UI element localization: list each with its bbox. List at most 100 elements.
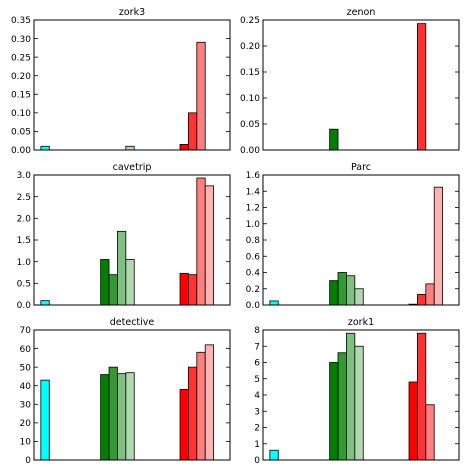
y-tick-label: 0.10 — [11, 109, 31, 119]
bar-red-1 — [188, 112, 198, 151]
y-tick-label: 0.2 — [246, 285, 260, 295]
y-tick-label: 3.0 — [17, 171, 32, 181]
bar-green-1 — [337, 272, 347, 306]
y-tick-label: 0.30 — [11, 35, 31, 45]
chart-panel-cavetrip: 0.0 0.5 1.0 1.5 2.0 2.5 3.0 cavetrip — [17, 162, 231, 311]
bar-red-0 — [408, 381, 418, 461]
bar-green-3 — [125, 145, 135, 151]
y-tick-label: 5 — [254, 375, 260, 385]
chart-panel-zenon: 0.00 0.05 0.10 0.15 0.20 0.25 zenon — [240, 7, 460, 156]
bar-cyan-0 — [269, 449, 279, 461]
bar-red-2 — [196, 351, 206, 461]
bar-green-1 — [108, 274, 118, 306]
y-tick-label: 7 — [254, 342, 260, 352]
bar-green-3 — [125, 372, 135, 461]
bar-red-2 — [196, 41, 206, 151]
y-tick-label: 0.15 — [11, 90, 31, 100]
bar-red-1 — [188, 274, 198, 306]
bar-cyan-0 — [269, 300, 279, 306]
y-tick-label: 30 — [20, 400, 32, 410]
bar-red-3 — [204, 344, 215, 461]
y-tick-label: 0 — [254, 456, 260, 466]
bar-red-2 — [196, 177, 206, 306]
bar-cyan-0 — [40, 379, 50, 461]
bar-red-1 — [417, 23, 427, 151]
y-tick-label: 4 — [254, 391, 260, 401]
y-tick-label: 1.0 — [17, 258, 32, 268]
bar-cyan-0 — [40, 300, 50, 306]
bar-red-0 — [179, 389, 189, 461]
y-tick-label: 70 — [20, 326, 32, 336]
bar-green-0 — [100, 259, 110, 306]
chart-panel-detective: 0 10 20 30 40 50 60 70 detective — [20, 317, 231, 466]
y-tick-label: 60 — [20, 345, 32, 355]
bar-green-1 — [108, 366, 118, 461]
y-tick-label: 0.05 — [240, 120, 260, 130]
y-tick-label: 0.20 — [240, 42, 260, 52]
chart-title: zork3 — [119, 7, 145, 18]
bar-green-2 — [117, 373, 127, 461]
y-tick-label: 0.10 — [240, 94, 260, 104]
y-tick-label: 1.6 — [246, 171, 261, 181]
y-tick-label: 1.0 — [246, 220, 261, 230]
bar-red-2 — [425, 283, 435, 306]
y-tick-label: 0.35 — [11, 16, 31, 26]
y-tick-label: 0.5 — [17, 280, 31, 290]
y-tick-label: 2.5 — [17, 193, 31, 203]
bar-red-1 — [417, 332, 427, 461]
y-tick-label: 0.0 — [17, 301, 32, 311]
bar-green-2 — [117, 230, 127, 306]
y-tick-label: 6 — [254, 359, 260, 369]
y-tick-label: 0.0 — [246, 301, 261, 311]
bar-red-0 — [179, 144, 189, 151]
axes-frame — [262, 19, 460, 151]
bar-red-1 — [188, 366, 198, 461]
y-tick-label: 2.0 — [17, 215, 32, 225]
y-tick-label: 0.25 — [240, 16, 260, 26]
y-tick-label: 0.05 — [11, 128, 31, 138]
bar-green-3 — [125, 259, 135, 306]
y-tick-label: 0.6 — [246, 252, 261, 262]
bar-green-1 — [337, 352, 347, 461]
bar-red-2 — [425, 404, 435, 461]
y-tick-label: 1 — [254, 440, 260, 450]
bar-green-3 — [354, 288, 364, 306]
y-tick-label: 2 — [254, 424, 260, 434]
bar-green-0 — [329, 362, 339, 461]
y-tick-label: 0.25 — [11, 53, 31, 63]
bar-green-0 — [329, 128, 339, 151]
bar-red-0 — [179, 272, 189, 306]
bar-green-0 — [329, 280, 339, 306]
chart-panel-zork1: 0 1 2 3 4 5 6 7 8 zork1 — [254, 317, 460, 466]
chart-panel-Parc: 0.0 0.2 0.4 0.6 0.8 1.0 1.2 1.4 1.6 Parc — [246, 162, 460, 311]
y-tick-label: 3 — [254, 407, 260, 417]
axes-frame — [33, 329, 231, 461]
axes-frame — [33, 19, 231, 151]
bar-red-3 — [204, 185, 215, 306]
chart-title: detective — [110, 317, 155, 328]
y-tick-label: 0.8 — [246, 236, 261, 246]
y-tick-label: 0.15 — [240, 68, 260, 78]
bar-green-0 — [100, 374, 110, 461]
bar-green-3 — [354, 345, 364, 461]
y-tick-label: 50 — [20, 363, 32, 373]
y-tick-label: 1.2 — [246, 204, 260, 214]
y-tick-label: 10 — [20, 438, 32, 448]
bar-green-2 — [346, 275, 356, 306]
bar-red-1 — [417, 294, 427, 306]
y-tick-label: 1.4 — [246, 187, 261, 197]
y-tick-label: 20 — [20, 419, 32, 429]
chart-title: Parc — [351, 162, 371, 173]
chart-title: cavetrip — [113, 162, 152, 173]
y-tick-label: 0.00 — [11, 146, 31, 156]
bar-red-3 — [433, 186, 444, 306]
y-tick-label: 0 — [25, 456, 31, 466]
bar-green-2 — [346, 332, 356, 461]
y-tick-label: 8 — [254, 326, 260, 336]
y-tick-label: 40 — [20, 382, 32, 392]
y-tick-label: 0.20 — [11, 72, 31, 82]
y-tick-label: 1.5 — [17, 236, 31, 246]
chart-panel-zork3: 0.00 0.05 0.10 0.15 0.20 0.25 0.30 0.35 zork3 — [11, 7, 231, 156]
y-tick-label: 0.00 — [240, 146, 260, 156]
